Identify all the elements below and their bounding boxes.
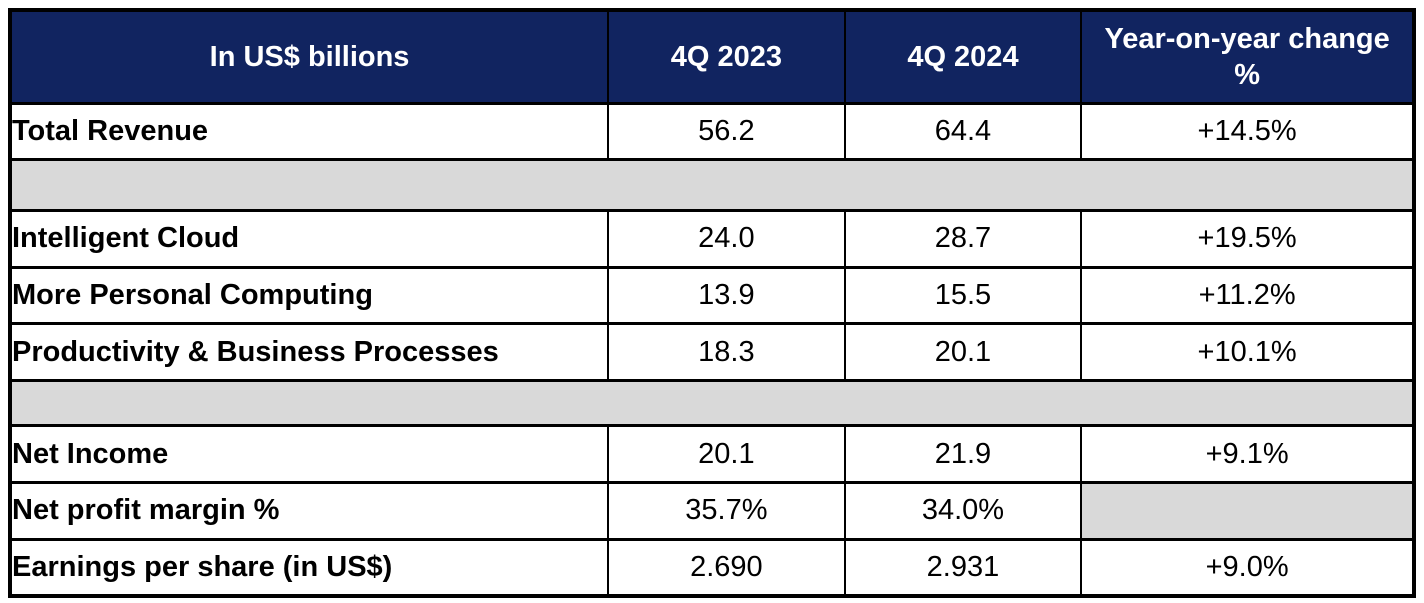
cell-label: Net Income bbox=[8, 424, 610, 485]
cell-label: Intelligent Cloud bbox=[8, 208, 610, 269]
cell-4q2024-value: 15.5 bbox=[843, 265, 1083, 326]
cell-yoy-value: +19.5% bbox=[1080, 208, 1415, 269]
cell-yoy-empty bbox=[1080, 481, 1415, 541]
cell-label: Total Revenue bbox=[8, 101, 610, 162]
financial-results-table: In US$ billions 4Q 2023 4Q 2024 Year-on-… bbox=[8, 8, 1416, 598]
cell-4q2024-value: 21.9 bbox=[843, 424, 1083, 485]
spacer-band bbox=[9, 158, 1415, 212]
cell-4q2023-value: 13.9 bbox=[607, 265, 846, 326]
cell-label: More Personal Computing bbox=[8, 265, 610, 326]
spacer-row bbox=[9, 158, 1415, 212]
header-4q2024: 4Q 2024 bbox=[843, 8, 1083, 105]
cell-yoy-value: +10.1% bbox=[1080, 322, 1415, 382]
row-productivity-business-processes: Productivity & Business Processes 18.3 2… bbox=[8, 322, 1415, 382]
cell-4q2023-value: 35.7% bbox=[607, 481, 846, 541]
header-row: In US$ billions 4Q 2023 4Q 2024 Year-on-… bbox=[8, 8, 1415, 105]
cell-4q2024-value: 20.1 bbox=[843, 322, 1083, 382]
header-yoy-change: Year-on-year change % bbox=[1080, 8, 1415, 105]
spacer-row bbox=[9, 378, 1415, 428]
cell-4q2023-value: 56.2 bbox=[607, 101, 846, 162]
header-4q2023: 4Q 2023 bbox=[607, 8, 846, 105]
row-earnings-per-share: Earnings per share (in US$) 2.690 2.931 … bbox=[8, 537, 1415, 598]
cell-4q2024-value: 64.4 bbox=[843, 101, 1083, 162]
cell-4q2023-value: 18.3 bbox=[607, 322, 846, 382]
spacer-band bbox=[9, 378, 1415, 428]
row-more-personal-computing: More Personal Computing 13.9 15.5 +11.2% bbox=[8, 265, 1415, 326]
cell-label: Earnings per share (in US$) bbox=[8, 537, 610, 598]
row-total-revenue: Total Revenue 56.2 64.4 +14.5% bbox=[8, 101, 1415, 162]
row-intelligent-cloud: Intelligent Cloud 24.0 28.7 +19.5% bbox=[8, 208, 1415, 269]
cell-yoy-value: +9.0% bbox=[1080, 537, 1415, 598]
cell-yoy-value: +9.1% bbox=[1080, 424, 1415, 485]
cell-4q2024-value: 28.7 bbox=[843, 208, 1083, 269]
header-metric-unit: In US$ billions bbox=[8, 8, 610, 105]
cell-yoy-value: +11.2% bbox=[1080, 265, 1415, 326]
cell-4q2024-value: 34.0% bbox=[843, 481, 1083, 541]
cell-4q2023-value: 2.690 bbox=[607, 537, 846, 598]
cell-yoy-value: +14.5% bbox=[1080, 101, 1415, 162]
row-net-profit-margin: Net profit margin % 35.7% 34.0% bbox=[8, 481, 1415, 541]
cell-4q2024-value: 2.931 bbox=[843, 537, 1083, 598]
cell-4q2023-value: 24.0 bbox=[607, 208, 846, 269]
cell-4q2023-value: 20.1 bbox=[607, 424, 846, 485]
cell-label: Productivity & Business Processes bbox=[8, 322, 610, 382]
cell-label: Net profit margin % bbox=[8, 481, 610, 541]
row-net-income: Net Income 20.1 21.9 +9.1% bbox=[8, 424, 1415, 485]
